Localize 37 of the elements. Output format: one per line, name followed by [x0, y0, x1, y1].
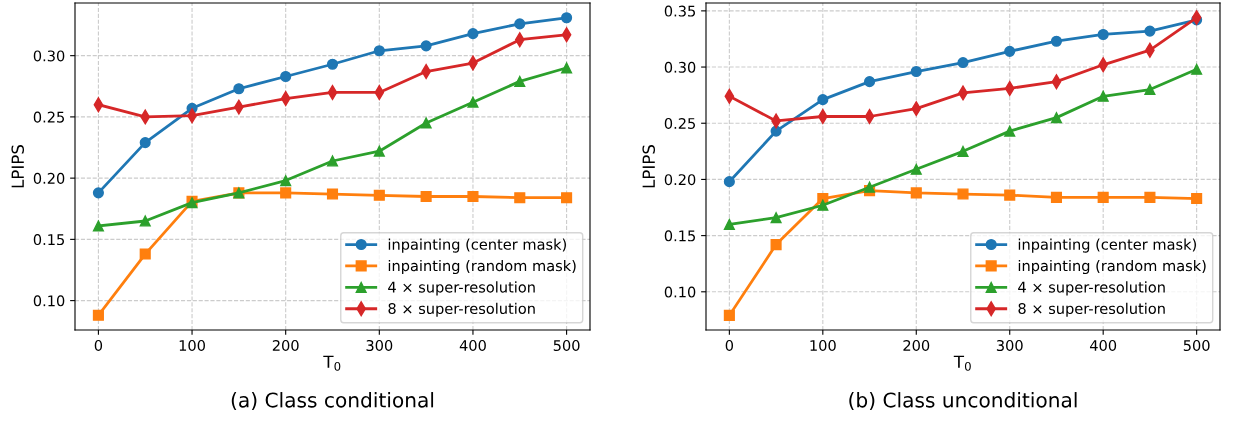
- x-tick-label: 400: [1089, 339, 1117, 352]
- y-tick-label: 0.30: [33, 50, 65, 62]
- y-axis-title: LPIPS: [642, 144, 656, 188]
- y-tick-label: 0.25: [664, 117, 695, 129]
- legend-label: 4 × super-resolution: [388, 281, 535, 296]
- y-tick-label: 0.25: [33, 111, 64, 123]
- x-tick-label: 300: [366, 339, 393, 352]
- x-tick-label: 400: [459, 339, 486, 352]
- legend-label: 4 × super-resolution: [1018, 281, 1165, 296]
- text: (a) Class conditional: [231, 392, 434, 410]
- y-tick-label: 0.20: [664, 174, 696, 186]
- legend-label: inpainting (center mask): [388, 238, 566, 253]
- x-tick-label: 100: [810, 339, 836, 352]
- legend-label: inpainting (center mask): [1018, 238, 1196, 253]
- x-tick-label: 300: [996, 339, 1023, 352]
- x-tick-label: 100: [179, 339, 205, 352]
- legend-label: inpainting (random mask): [388, 259, 576, 275]
- x-tick-label: 0: [725, 339, 734, 352]
- y-tick-label: 0.10: [33, 295, 65, 307]
- x-tick-label: 200: [272, 339, 299, 352]
- legend-label: inpainting (random mask): [1018, 259, 1206, 275]
- y-tick-label: 0.15: [664, 230, 695, 242]
- y-tick-label: 0.35: [664, 5, 695, 17]
- y-tick-label: 0.15: [33, 234, 64, 246]
- y-axis-title: LPIPS: [11, 144, 25, 188]
- y-tick-label: 0.20: [33, 172, 65, 184]
- x-tick-label: 0: [94, 339, 103, 352]
- x-tick-label: 500: [553, 339, 580, 352]
- x-axis-title: T$_{0}$: [953, 355, 971, 371]
- y-tick-label: 0.30: [664, 61, 696, 73]
- x-tick-label: 500: [1183, 339, 1210, 352]
- x-tick-label: 200: [903, 339, 930, 352]
- x-axis-title: T$_{0}$: [323, 355, 341, 371]
- legend-label: 8 × super-resolution: [388, 302, 535, 317]
- y-tick-label: 0.10: [664, 286, 696, 298]
- legend-label: 8 × super-resolution: [1018, 302, 1165, 317]
- text: (b) Class unconditional: [849, 392, 1077, 410]
